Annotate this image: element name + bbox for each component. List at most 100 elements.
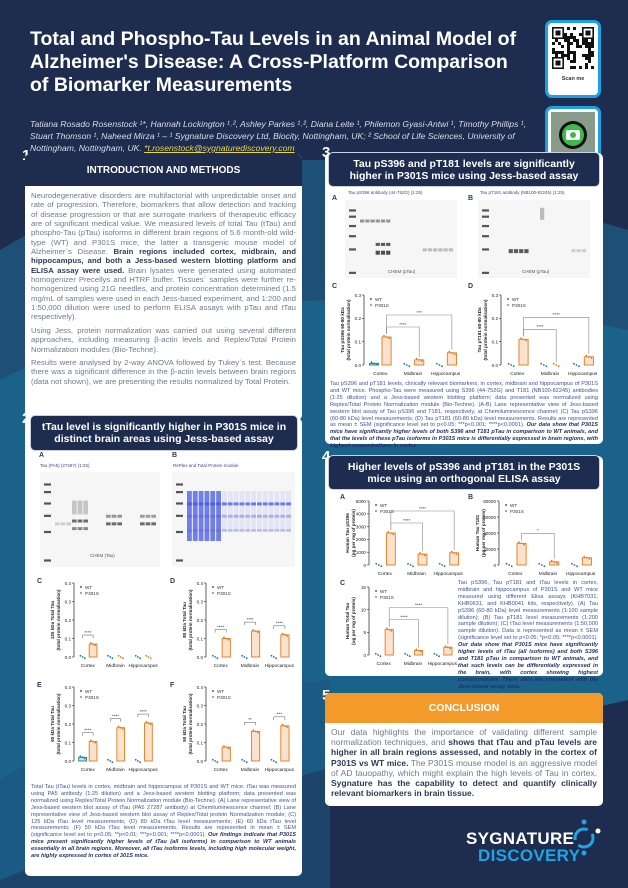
category-label: Cortex — [81, 767, 96, 773]
y-axis-label: (total protein normalisation) — [483, 299, 488, 360]
data-point — [107, 654, 109, 657]
blot-band — [433, 248, 438, 252]
category-label: Hippocampus — [128, 767, 158, 773]
y-axis-label: (ug per mg of protein) — [351, 597, 356, 645]
data-point — [223, 745, 225, 747]
legend-label: P301S — [217, 695, 231, 700]
blot-band — [227, 529, 233, 532]
data-point — [241, 758, 244, 761]
blot-band — [192, 491, 198, 541]
y-axis-label: (total protein normalisation) — [56, 693, 61, 754]
email-link[interactable]: *t.rosenstock@sygnaturediscovery.com — [144, 143, 295, 153]
qr-module — [591, 51, 594, 54]
qr-module — [564, 33, 567, 36]
data-point — [90, 739, 92, 742]
significance-bracket — [82, 732, 94, 736]
category-label: Midbrain — [106, 663, 125, 669]
legend-label: P301S — [380, 595, 394, 600]
significance-label: **** — [553, 312, 560, 317]
category-label: Midbrain — [404, 371, 423, 377]
qr-module — [573, 66, 576, 69]
conclusion-text: Our data highlights the importance of va… — [331, 727, 597, 798]
qr-module — [564, 36, 567, 39]
data-point — [109, 656, 112, 658]
text: Total Tau (tTau) levels in cortex, midbr… — [31, 784, 296, 839]
data-point — [441, 564, 444, 566]
qr-module — [585, 45, 588, 48]
qr-module — [567, 51, 570, 54]
ladder-band — [482, 224, 489, 228]
data-point — [415, 648, 418, 651]
section-header: Tau pS396 and pT181 levels are significa… — [328, 152, 600, 187]
data-point — [408, 655, 411, 658]
chart-ttau-elisa: 0 5 10 15 Human Total Tau (ug per mg of prote… — [345, 585, 458, 667]
blot-band — [365, 219, 370, 223]
qr-module — [573, 60, 576, 63]
panel-letter: D — [170, 578, 176, 585]
blot-band — [216, 491, 221, 541]
gel-title: Tau (PA5) (27287) (1:25) — [40, 463, 90, 468]
qr-code[interactable]: Scan me — [545, 20, 601, 98]
blot-band — [145, 522, 151, 526]
ladder-band — [349, 224, 356, 228]
data-point — [570, 562, 573, 565]
authors-text: Tatiana Rosado Rosenstock ¹*, Hannah Loc… — [30, 119, 527, 153]
data-point — [281, 723, 284, 726]
bar-p301s — [280, 634, 290, 658]
data-point — [241, 654, 244, 657]
data-point — [119, 726, 122, 729]
western-blot-image — [345, 200, 457, 278]
text: Brain lysates were generated using autom… — [31, 265, 296, 322]
blot-band — [262, 529, 268, 532]
bar-p301s — [518, 338, 529, 366]
significance-label: **** — [415, 602, 422, 607]
qr-module — [585, 63, 588, 66]
blot-lanes — [176, 483, 291, 562]
text: The P301S mouse model is an aggressive m… — [331, 757, 597, 778]
blot-band — [216, 529, 221, 532]
qr-label: Scan me — [561, 76, 585, 82]
blot-band — [280, 502, 286, 506]
data-point — [225, 746, 228, 749]
legend-marker — [507, 304, 509, 306]
y-axis-label: (pg per mg of protein) — [481, 509, 486, 557]
blot-band — [204, 529, 210, 532]
blot-band — [151, 522, 156, 526]
data-point — [552, 362, 555, 365]
data-point — [377, 564, 380, 566]
y-tick-label: 0.1 — [355, 339, 362, 344]
data-point — [435, 654, 438, 656]
data-point — [453, 551, 456, 554]
blot-band — [443, 248, 448, 252]
qr-module — [570, 36, 573, 39]
blot-band — [239, 502, 245, 506]
data-point — [585, 354, 588, 357]
data-point — [214, 656, 216, 658]
blot-band — [540, 207, 545, 220]
data-point — [388, 337, 391, 340]
y-tick-label: 40000 — [483, 531, 496, 536]
legend-marker — [505, 504, 507, 506]
data-point — [254, 630, 257, 632]
y-tick-label: 0.3 — [65, 703, 72, 708]
category-label: Cortex — [377, 661, 392, 667]
category-label: Midbrain — [407, 571, 426, 577]
blot-band — [83, 500, 88, 515]
total-protein-blot-image — [172, 472, 295, 567]
legend-marker — [370, 298, 372, 300]
data-point — [453, 353, 456, 355]
significance-label: **** — [400, 614, 407, 619]
figure-caption: Total Tau (tTau) levels in cortex, midbr… — [31, 784, 296, 860]
blot-band — [222, 502, 227, 506]
ladder-band — [176, 502, 183, 505]
blot-band — [198, 502, 204, 506]
ladder-band — [44, 530, 51, 534]
qr-module — [552, 48, 555, 51]
y-tick-label: 0.3 — [197, 703, 204, 708]
qr-module — [561, 51, 564, 54]
ladder-band — [44, 514, 51, 517]
ladder-band — [44, 491, 51, 494]
qr-module — [567, 42, 570, 45]
data-point — [583, 555, 586, 558]
y-tick-label: 4000 — [356, 512, 367, 517]
